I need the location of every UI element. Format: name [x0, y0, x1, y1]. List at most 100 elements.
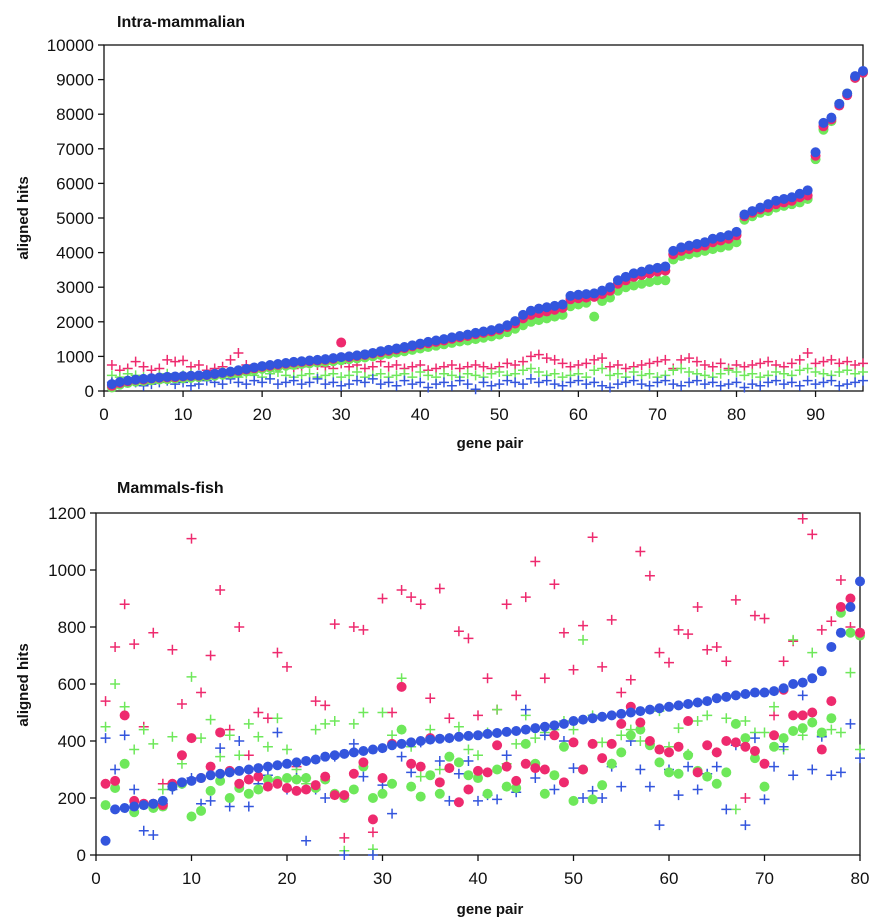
data-point — [205, 714, 216, 725]
data-point — [296, 370, 307, 381]
data-point — [565, 301, 576, 312]
data-point — [723, 230, 734, 241]
data-point — [786, 358, 797, 369]
data-point — [635, 546, 646, 557]
data-point — [265, 373, 276, 384]
data-point — [826, 724, 837, 735]
data-point — [778, 656, 789, 667]
data-point — [262, 713, 273, 724]
data-point — [810, 379, 821, 390]
x-tick-label: 70 — [755, 869, 774, 888]
data-point — [635, 764, 646, 775]
data-point — [692, 602, 703, 613]
data-point — [377, 773, 388, 784]
data-point — [707, 377, 718, 388]
data-point — [130, 374, 141, 385]
data-point — [673, 700, 684, 711]
data-point — [530, 733, 541, 744]
data-point — [533, 377, 544, 388]
data-point — [501, 781, 512, 792]
data-point — [301, 773, 312, 784]
data-point — [359, 349, 370, 360]
data-point — [463, 755, 474, 766]
data-point — [673, 624, 684, 635]
data-point — [606, 758, 617, 769]
data-point — [807, 673, 818, 684]
data-point — [636, 370, 647, 381]
data-point — [759, 687, 770, 698]
data-point — [835, 574, 846, 585]
data-point — [855, 576, 865, 587]
data-point — [541, 313, 552, 324]
data-point — [635, 706, 646, 717]
data-point — [807, 529, 818, 540]
data-point — [845, 627, 856, 638]
data-point — [234, 622, 245, 632]
data-point — [533, 315, 544, 326]
series-0-dot — [100, 576, 865, 846]
data-point — [616, 718, 627, 729]
data-point — [533, 303, 544, 314]
data-point — [578, 793, 589, 803]
data-point — [676, 363, 687, 374]
data-point — [486, 368, 497, 379]
data-point — [518, 365, 529, 376]
data-point — [797, 723, 808, 734]
data-point — [215, 727, 226, 738]
y-tick-label: 9000 — [56, 71, 94, 90]
data-point — [215, 584, 226, 595]
data-point — [205, 785, 216, 796]
data-point — [597, 753, 608, 764]
data-point — [358, 745, 369, 756]
data-point — [391, 343, 402, 354]
data-point — [367, 814, 378, 825]
data-point — [533, 366, 544, 377]
data-point — [525, 305, 536, 316]
data-point — [291, 774, 302, 785]
data-point — [234, 736, 245, 746]
data-point — [434, 764, 445, 775]
data-point — [616, 730, 627, 741]
data-point — [453, 731, 464, 742]
data-point — [612, 275, 623, 286]
data-point — [367, 850, 378, 860]
data-point — [635, 736, 646, 746]
data-point — [660, 354, 671, 365]
data-point — [747, 360, 758, 371]
data-point — [253, 784, 264, 795]
data-point — [652, 262, 663, 273]
data-point — [673, 723, 684, 734]
data-point — [628, 375, 639, 386]
data-point — [794, 380, 805, 391]
data-point — [241, 363, 252, 374]
data-point — [625, 730, 636, 741]
data-point — [539, 730, 550, 741]
y-tick-label: 1000 — [56, 347, 94, 366]
data-point — [549, 311, 560, 322]
data-point — [234, 750, 245, 761]
data-point — [348, 747, 359, 758]
data-point — [425, 724, 436, 735]
data-point — [518, 379, 529, 390]
data-point — [835, 627, 846, 638]
data-point — [616, 687, 627, 698]
x-tick-label: 10 — [174, 405, 193, 424]
x-tick-label: 70 — [648, 405, 667, 424]
data-point — [578, 714, 589, 725]
data-point — [272, 379, 283, 390]
data-point — [358, 624, 369, 635]
y-tick-label: 8000 — [56, 105, 94, 124]
data-point — [845, 602, 856, 613]
data-point — [589, 377, 600, 388]
data-point — [119, 599, 130, 610]
data-point — [721, 691, 732, 702]
data-point — [502, 320, 513, 331]
data-point — [438, 334, 449, 345]
x-tick-label: 50 — [564, 869, 583, 888]
data-point — [119, 710, 130, 721]
data-point — [110, 804, 121, 815]
data-point — [702, 740, 713, 751]
data-point — [387, 778, 398, 789]
data-point — [715, 358, 726, 369]
chart-intra-mammalian: Intra-mammalian gene pair aligned hits 0… — [15, 14, 868, 452]
